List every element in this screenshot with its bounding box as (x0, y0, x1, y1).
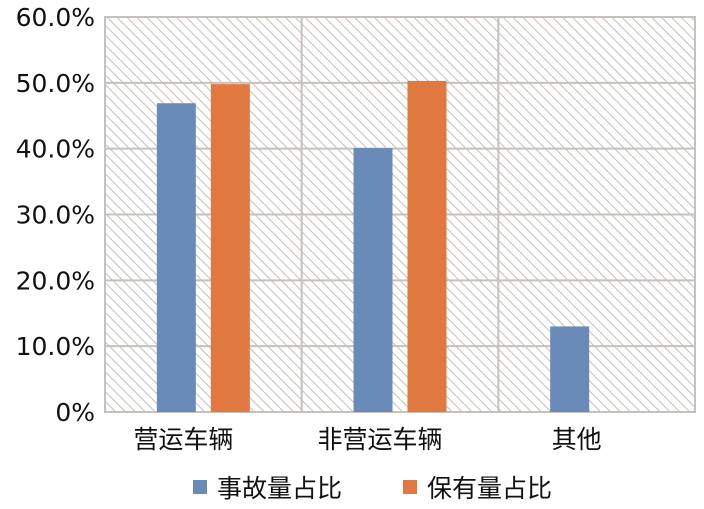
y-tick-label: 0% (55, 398, 95, 427)
y-tick-label: 40.0% (16, 135, 95, 164)
legend-swatch (193, 480, 207, 494)
legend-label: 保有量占比 (427, 474, 552, 503)
y-tick-label: 30.0% (16, 201, 95, 230)
legend-label: 事故量占比 (217, 474, 342, 503)
x-category-label: 营运车辆 (133, 425, 233, 454)
y-tick-label: 10.0% (16, 332, 95, 361)
x-category-label: 其他 (552, 425, 602, 454)
y-tick-label: 50.0% (16, 69, 95, 98)
x-category-label: 非营运车辆 (317, 425, 442, 454)
y-tick-label: 20.0% (16, 266, 95, 295)
bar-accident-share (550, 326, 590, 412)
y-tick-label: 60.0% (16, 3, 95, 32)
bar-ownership-share (407, 80, 447, 412)
bar-ownership-share (210, 84, 250, 413)
legend-swatch (403, 480, 417, 494)
bar-accident-share (156, 103, 196, 412)
bar-accident-share (353, 148, 393, 412)
